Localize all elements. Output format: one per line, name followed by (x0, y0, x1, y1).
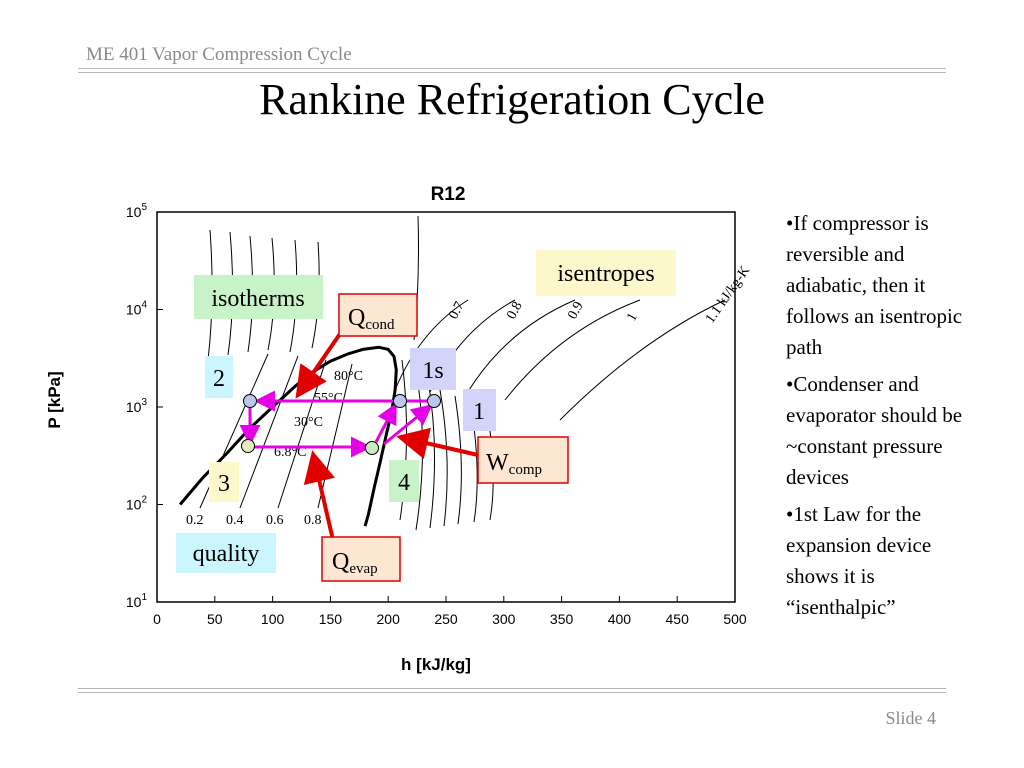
w-comp-label: Wcomp (486, 450, 542, 478)
point-2-label-box (205, 356, 233, 398)
quality-label-box (176, 533, 276, 573)
isotherms-label-box (194, 275, 323, 319)
cycle-compressor-isentropic-line (383, 404, 433, 446)
slide-title: Rankine Refrigeration Cycle (259, 75, 765, 124)
q-evap-box (321, 536, 401, 582)
slide-number: Slide 4 (885, 708, 936, 728)
isentrope-curve (504, 299, 641, 401)
y-tick-label: 103 (126, 397, 148, 415)
quality-label: 0.8 (304, 513, 322, 528)
bullet-item: •If compressor is reversible and adiabat… (786, 211, 963, 359)
state-points (241, 394, 441, 455)
isentropes-label-box (536, 250, 676, 296)
state-point-1s (427, 394, 441, 408)
annotation-boxes: isotherms isentropes quality Qcond Qevap… (176, 250, 676, 582)
y-axis: 101 102 103 104 105 (126, 202, 163, 610)
chart-title: R12 (431, 184, 466, 205)
quality-label: 0.6 (266, 513, 284, 528)
point-1s-label: 1s (422, 358, 443, 384)
isotherm-label: 55°C (314, 391, 343, 406)
point-3-label-box (209, 462, 239, 502)
x-tick-label: 450 (666, 611, 690, 627)
isotherm-label: 6.8°C (274, 445, 306, 460)
x-tick-label: 50 (207, 611, 223, 627)
w-comp-arrow (396, 427, 479, 459)
point-1s-label-box (410, 348, 456, 390)
isentrope-label: 0.8 (504, 299, 525, 321)
x-tick-label: 100 (261, 611, 285, 627)
y-tick-label: 104 (126, 300, 148, 318)
footer-divider (78, 688, 946, 693)
x-tick-label: 350 (550, 611, 574, 627)
isotherm-label: 80°C (334, 369, 363, 384)
course-header: ME 401 Vapor Compression Cycle (86, 44, 352, 65)
x-tick-label: 150 (319, 611, 343, 627)
isentrope-label: 0.9 (565, 299, 586, 321)
header-divider (78, 68, 946, 73)
y-tick-label: 105 (126, 202, 148, 220)
point-4-label: 4 (398, 470, 410, 496)
point-1-label-box (463, 389, 496, 431)
x-axis-label: h [kJ/kg] (401, 655, 471, 674)
annotation-arrows (295, 326, 479, 541)
isentrope-label: 0.7 (446, 299, 467, 321)
saturation-dome (178, 345, 398, 527)
isentrope-label: 1.1 kJ/kg-K (703, 264, 753, 327)
quality-label: 0.2 (186, 513, 204, 528)
w-comp-box (477, 436, 569, 484)
isentrope-curve (465, 299, 576, 396)
state-point-2 (243, 394, 257, 408)
isotherms-label: isotherms (211, 286, 304, 312)
point-1-label: 1 (473, 399, 485, 425)
isentrope-curve (394, 299, 469, 391)
quality-line (317, 363, 353, 509)
isentropes-label: isentropes (557, 261, 654, 287)
q-evap-label: Qevap (332, 549, 378, 577)
q-evap-arrow (303, 450, 336, 541)
isotherm-curve (439, 389, 448, 527)
y-tick-label: 101 (126, 592, 148, 610)
q-cond-box (338, 293, 418, 337)
x-tick-label: 300 (492, 611, 516, 627)
x-tick-label: 0 (153, 611, 161, 627)
x-tick-label: 400 (608, 611, 632, 627)
point-4-label-box (389, 460, 419, 502)
point-3-label: 3 (218, 471, 230, 497)
state-point-3 (241, 439, 255, 453)
cycle-compressor-line (374, 402, 397, 443)
bullet-item: •Condenser and evaporator should be ~con… (786, 372, 963, 489)
isotherm-curve (454, 395, 462, 525)
x-tick-label: 500 (723, 611, 747, 627)
quality-labels: 0.2 0.4 0.6 0.8 (186, 513, 322, 528)
quality-label: 0.4 (226, 513, 244, 528)
y-axis-label: P [kPa] (45, 371, 64, 428)
quality-line (239, 355, 299, 509)
state-point-1 (393, 394, 407, 408)
quality-label: quality (193, 541, 260, 567)
cycle-path (239, 390, 433, 458)
isentrope-label: 1 (624, 311, 641, 324)
isotherm-label: 30°C (294, 415, 323, 430)
x-axis: 0 50 100 150 200 250 300 350 400 450 500 (153, 596, 747, 627)
q-cond-label: Qcond (348, 305, 395, 333)
bullet-item: •1st Law for the expansion device shows … (786, 502, 932, 619)
x-tick-label: 250 (434, 611, 458, 627)
y-tick-label: 102 (126, 495, 148, 513)
bullet-list: •If compressor is reversible and adiabat… (786, 208, 986, 629)
state-point-4 (365, 441, 379, 455)
point-2-label: 2 (213, 366, 225, 392)
q-cond-arrow (295, 326, 346, 399)
x-tick-label: 200 (377, 611, 401, 627)
isentrope-curves (394, 299, 726, 421)
isentrope-curve (559, 299, 726, 421)
